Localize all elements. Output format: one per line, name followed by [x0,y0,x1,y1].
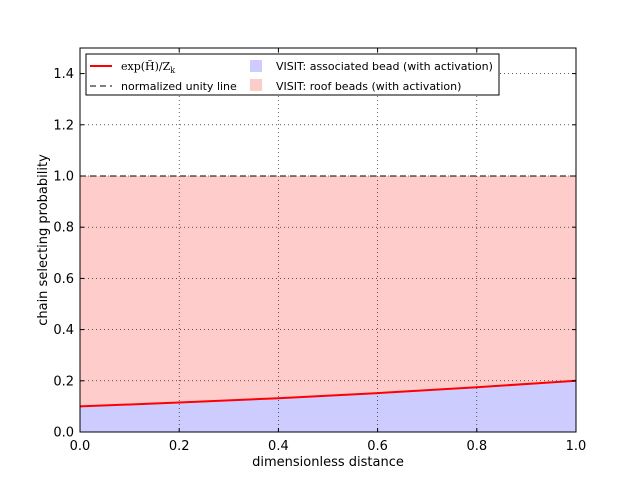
line-layer [79,175,577,408]
legend-entry-line-sub: k [170,66,175,75]
plot-area: 0.0 0.2 0.4 0.6 0.8 1.0 0.0 0.2 0.4 0.6 0.8 1.0 1.2 1… [53,47,586,454]
legend-entry-dashed: normalized unity line [121,80,237,93]
legend-swatch-roof-beads [250,79,262,91]
axes-frame [79,47,577,433]
ticks: 0.0 0.2 0.4 0.6 0.8 1.0 0.0 0.2 0.4 0.6 0.8 1.0 1.2 1… [53,48,586,454]
fill-layer [80,176,576,432]
fill-area-1 [80,380,576,432]
fill-area-2 [80,176,576,407]
y-tick-label: 0.0 [53,426,74,441]
legend-entry-line: exp(H̃)/Zk [121,60,175,75]
y-tick-label: 1.0 [53,170,74,185]
y-axis-label: chain selecting probability [36,154,51,326]
y-tick-label: 1.2 [53,118,74,133]
x-tick-label: 1.0 [566,439,587,454]
x-tick-label: 0.0 [70,439,91,454]
y-tick-label: 0.8 [53,221,74,236]
legend-entry-associated-bead: VISIT: associated bead (with activation) [276,60,493,73]
x-tick-label: 0.4 [268,439,289,454]
legend-entry-roof-beads: VISIT: roof beads (with activation) [276,80,461,93]
series-line-red [79,379,577,408]
legend-entry-line-main: exp(H̃)/Z [121,60,171,73]
y-tick-label: 0.6 [53,272,74,287]
x-tick-label: 0.8 [466,439,487,454]
x-axis-label: dimensionless distance [252,455,404,470]
y-tick-label: 0.4 [53,323,74,338]
x-tick-label: 0.2 [169,439,190,454]
legend-box [85,53,500,96]
x-tick-label: 0.6 [367,439,388,454]
y-tick-label: 1.4 [53,67,74,82]
legend-swatch-associated-bead [250,60,262,72]
y-tick-label: 0.2 [53,374,74,389]
legend: exp(H̃)/Zk normalized unity line VISIT: … [85,53,500,96]
